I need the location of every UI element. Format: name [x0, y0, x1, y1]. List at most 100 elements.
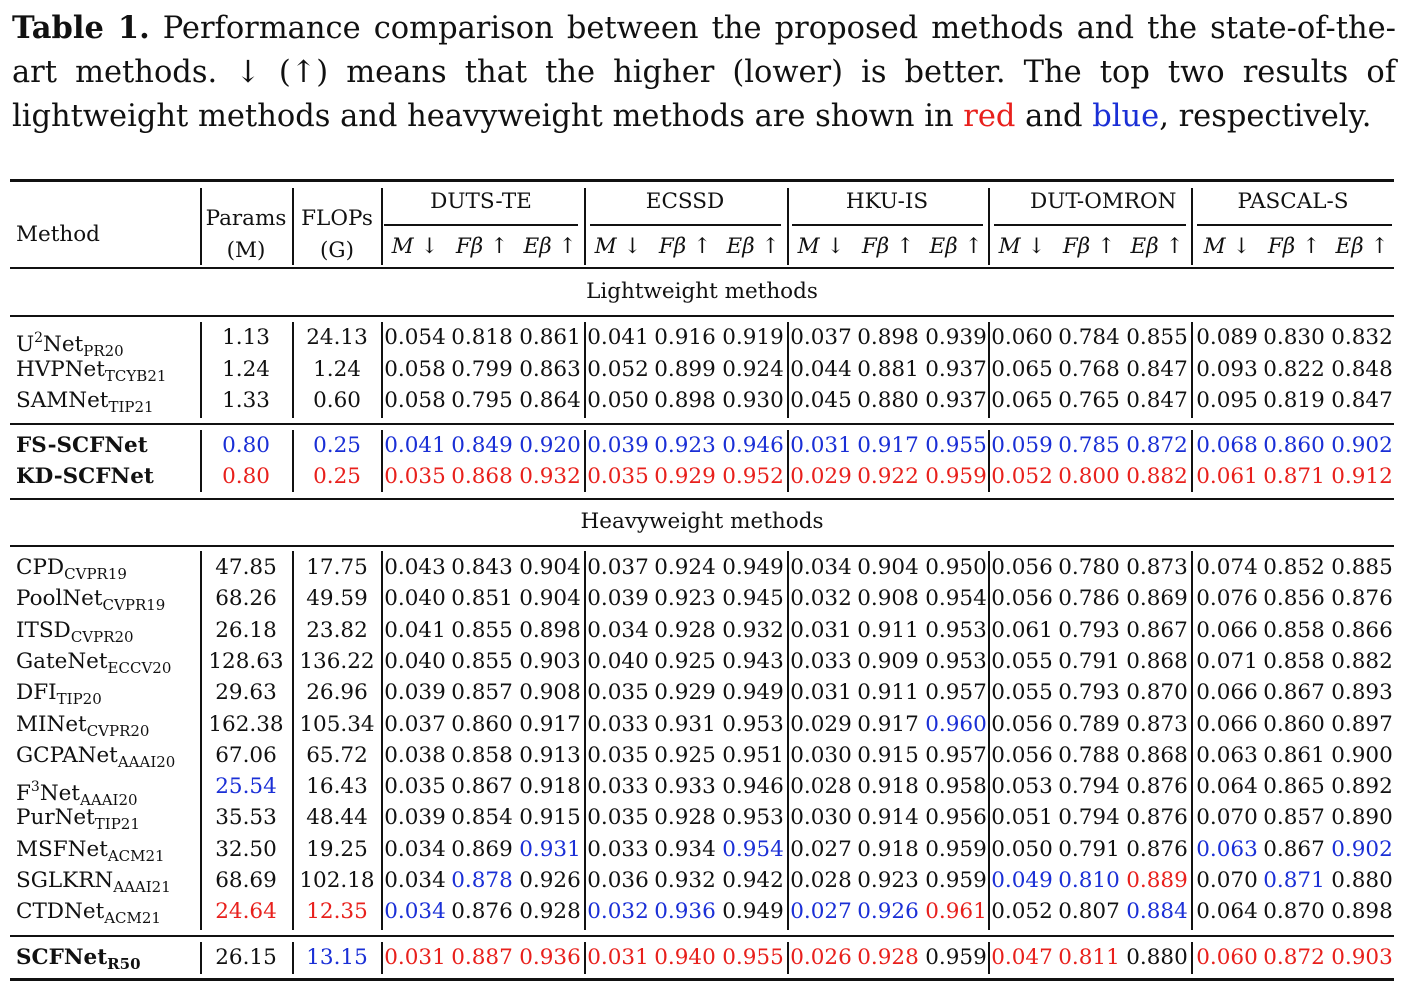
- metric-value: 0.957: [925, 743, 987, 768]
- metric-value: 0.034: [587, 618, 649, 643]
- metric-value: 0.857: [451, 680, 513, 705]
- metric-value: 0.074: [1196, 555, 1258, 580]
- metric-value: 0.040: [384, 586, 446, 611]
- metric-value: 0.040: [587, 649, 649, 674]
- flops-value: 1.24: [313, 357, 361, 382]
- metric-value: 0.868: [1126, 743, 1188, 768]
- params-value: 128.63: [208, 649, 284, 674]
- metric-value: 0.863: [519, 357, 581, 382]
- method-name: FS-SCFNet: [16, 433, 148, 458]
- metric-value: 0.058: [384, 357, 446, 382]
- metric-value: 0.953: [925, 618, 987, 643]
- metric-value: 0.871: [1263, 464, 1325, 489]
- metric-header: Fβ ↑: [1267, 234, 1321, 259]
- metric-value: 0.789: [1058, 712, 1120, 737]
- metric-value: 0.847: [1126, 357, 1188, 382]
- metric-value: 0.052: [991, 464, 1053, 489]
- metric-value: 0.911: [857, 680, 919, 705]
- column-separator: [292, 551, 294, 930]
- flops-value: 0.25: [313, 433, 361, 458]
- metric-value: 0.028: [790, 774, 852, 799]
- metric-value: 0.928: [654, 805, 716, 830]
- metric-value: 0.897: [1331, 712, 1393, 737]
- metric-value: 0.956: [925, 805, 987, 830]
- metric-value: 0.095: [1196, 388, 1258, 413]
- metric-value: 0.881: [857, 357, 919, 382]
- column-separator: [200, 322, 202, 418]
- metric-value: 0.902: [1331, 433, 1393, 458]
- metric-value: 0.960: [925, 712, 987, 737]
- column-separator: [787, 430, 789, 492]
- column-separator: [584, 322, 586, 418]
- metric-value: 0.889: [1126, 868, 1188, 893]
- method-name: MSFNetACM21: [16, 837, 165, 865]
- metric-value: 0.035: [587, 464, 649, 489]
- metric-value: 0.029: [790, 464, 852, 489]
- column-separator: [988, 942, 990, 974]
- metric-value: 0.933: [654, 774, 716, 799]
- metric-value: 0.050: [587, 388, 649, 413]
- metric-value: 0.951: [722, 743, 784, 768]
- metric-value: 0.054: [384, 325, 446, 350]
- metric-value: 0.898: [654, 388, 716, 413]
- metric-value: 0.898: [1331, 899, 1393, 924]
- metric-value: 0.089: [1196, 325, 1258, 350]
- metric-value: 0.917: [519, 712, 581, 737]
- metric-value: 0.035: [384, 464, 446, 489]
- column-separator: [292, 188, 294, 265]
- metric-value: 0.870: [1126, 680, 1188, 705]
- dataset-header-dut-omron: DUT-OMRON: [1030, 189, 1177, 214]
- metric-value: 0.034: [384, 837, 446, 862]
- column-separator: [1191, 430, 1193, 492]
- column-separator: [1191, 551, 1193, 930]
- metric-value: 0.917: [857, 433, 919, 458]
- column-separator: [988, 430, 990, 492]
- metric-header: M ↓: [998, 234, 1046, 259]
- metric-value: 0.923: [654, 433, 716, 458]
- metric-header: Eβ ↑: [523, 234, 577, 259]
- metric-value: 0.904: [857, 555, 919, 580]
- metric-value: 0.920: [519, 433, 581, 458]
- metric-value: 0.819: [1263, 388, 1325, 413]
- method-name: CTDNetACM21: [16, 899, 161, 927]
- metric-value: 0.959: [925, 837, 987, 862]
- flops-unit: (G): [320, 238, 354, 263]
- table-rule: [10, 179, 1394, 182]
- column-separator: [381, 551, 383, 930]
- params-value: 67.06: [215, 743, 277, 768]
- metric-value: 0.032: [587, 899, 649, 924]
- metric-value: 0.786: [1058, 586, 1120, 611]
- method-name: ITSDCVPR20: [16, 618, 134, 646]
- metric-value: 0.031: [384, 945, 446, 970]
- method-name: SGLKRNAAAI21: [16, 868, 171, 896]
- metric-value: 0.822: [1263, 357, 1325, 382]
- metric-value: 0.923: [857, 868, 919, 893]
- metric-value: 0.799: [451, 357, 513, 382]
- metric-value: 0.858: [451, 743, 513, 768]
- metric-value: 0.070: [1196, 868, 1258, 893]
- table-caption: Table 1. Performance comparison between …: [12, 6, 1396, 139]
- metric-value: 0.026: [790, 945, 852, 970]
- metric-value: 0.937: [925, 357, 987, 382]
- metric-value: 0.027: [790, 837, 852, 862]
- metric-value: 0.040: [384, 649, 446, 674]
- metric-value: 0.061: [1196, 464, 1258, 489]
- params-value: 32.50: [215, 837, 277, 862]
- metric-value: 0.882: [1126, 464, 1188, 489]
- metric-value: 0.924: [654, 555, 716, 580]
- method-name: HVPNetTCYB21: [16, 357, 167, 385]
- column-separator: [292, 430, 294, 492]
- metric-value: 0.807: [1058, 899, 1120, 924]
- metric-value: 0.912: [1331, 464, 1393, 489]
- params-value: 1.33: [222, 388, 270, 413]
- metric-value: 0.858: [1263, 618, 1325, 643]
- metric-value: 0.918: [519, 774, 581, 799]
- table-rule: [10, 315, 1394, 317]
- metric-header: Eβ ↑: [929, 234, 983, 259]
- column-separator: [584, 551, 586, 930]
- metric-value: 0.052: [587, 357, 649, 382]
- flops-value: 17.75: [306, 555, 368, 580]
- metric-value: 0.931: [654, 712, 716, 737]
- metric-value: 0.765: [1058, 388, 1120, 413]
- metric-value: 0.858: [1263, 649, 1325, 674]
